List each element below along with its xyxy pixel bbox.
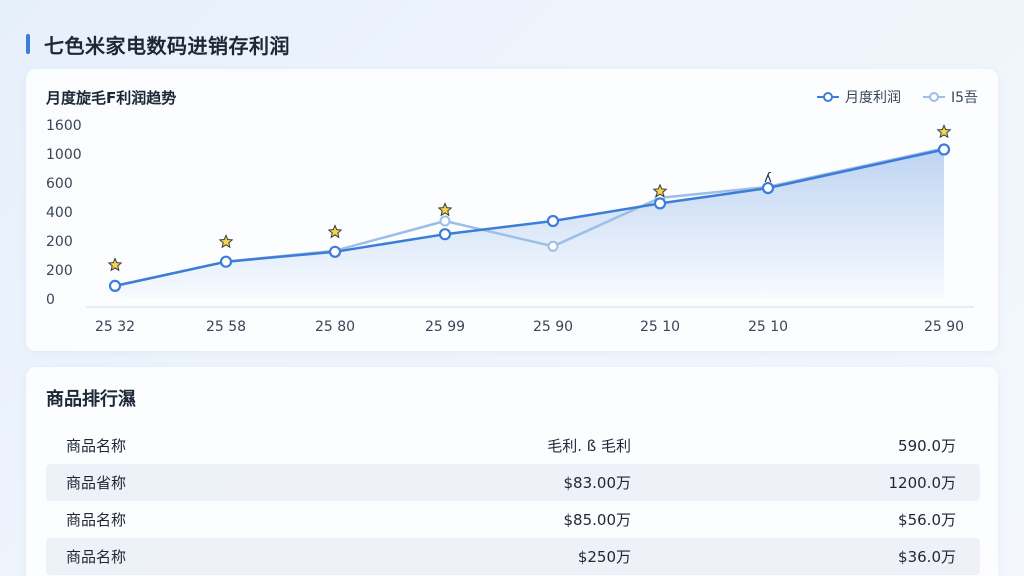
x-tick-label: 25 10 [748,319,788,335]
legend-swatch-series-1 [922,91,945,103]
profit-trend-card: 月度旋毛F利润趋势 月度利润 I5吾 1600 1000 600 400 200 200 0… [26,69,998,351]
profit-cell: 毛利. ß 毛利 [547,437,631,455]
product-name-cell: 商品名称 [66,511,127,529]
star-icon [437,202,453,217]
series-line-0 [114,148,945,288]
data-point-series-0 [108,279,122,292]
data-point-series-1 [547,240,559,252]
product-name-cell: 商品省称 [66,474,127,492]
x-tick-label: 25 10 [640,319,680,335]
profit-cell: $85.00万 [563,511,632,529]
x-tick-label: 25 99 [425,319,465,335]
product-name-cell: 商品名称 [66,437,127,455]
y-tick-label: 200 [46,263,73,279]
profit-line-chart: 1600 1000 600 400 200 200 0 25 32 25 58 25 80 25 9… [46,118,974,335]
product-ranking-card: 商品排行濕 商品名称 毛利. ß 毛利 590.0万 商品省称 $83.00万 … [26,367,998,576]
data-point-series-0 [546,214,560,228]
legend-item-series-1[interactable]: I5吾 [922,87,978,107]
y-tick-label: 400 [46,205,73,221]
data-point-series-0 [761,181,775,195]
data-point-series-0 [653,197,667,210]
star-icon [936,124,952,139]
star-icon [218,234,234,249]
star-marker-label: ʎ [764,171,772,186]
amount-cell: $56.0万 [898,511,956,529]
profit-cell: $250万 [577,548,631,566]
area-fill-series-0 [115,149,944,298]
data-point-series-0 [328,245,342,258]
page-header: 七色米家电数码进销存利润 [26,28,290,60]
table-row[interactable]: 商品名称 $85.00万 $56.0万 [46,501,980,538]
y-tick-label: 200 [46,234,73,250]
legend-swatch-series-0 [816,91,839,103]
x-tick-label: 25 32 [95,319,135,335]
x-tick-label: 25 90 [533,319,573,335]
legend-label-series-1: I5吾 [950,90,978,106]
product-name-cell: 商品名称 [66,548,127,566]
title-accent-bar [26,34,30,54]
amount-cell: 1200.0万 [888,474,957,492]
y-tick-label: 600 [46,176,73,192]
page-title: 七色米家电数码进销存利润 [44,33,290,58]
star-icon [107,257,123,272]
table-row[interactable]: 商品名称 $250万 $36.0万 [46,538,980,575]
profit-cell: $83.00万 [563,474,632,492]
amount-cell: $36.0万 [898,548,956,566]
chart-legend: 月度利润 I5吾 [795,87,978,107]
x-tick-label: 25 58 [206,319,246,335]
data-point-series-0 [937,143,951,156]
star-icon [327,224,343,239]
y-tick-label: 0 [46,292,55,308]
data-point-series-0 [219,255,233,268]
y-tick-label: 1600 [46,118,82,134]
amount-cell: 590.0万 [898,437,956,455]
table-row[interactable]: 商品省称 $83.00万 1200.0万 [46,464,980,501]
ranking-table: 商品名称 毛利. ß 毛利 590.0万 商品省称 $83.00万 1200.0… [46,427,980,575]
y-tick-label: 1000 [46,147,82,163]
legend-item-series-0[interactable]: 月度利润 [816,87,901,107]
chart-title: 月度旋毛F利润趋势 [46,89,177,107]
x-tick-label: 25 90 [924,319,964,335]
star-icon [652,183,668,198]
legend-label-series-0: 月度利润 [844,90,901,106]
table-row[interactable]: 商品名称 毛利. ß 毛利 590.0万 [46,427,980,464]
data-point-series-1 [439,215,451,227]
data-point-series-0 [438,228,452,241]
x-tick-label: 25 80 [315,319,355,335]
ranking-title: 商品排行濕 [46,389,136,410]
